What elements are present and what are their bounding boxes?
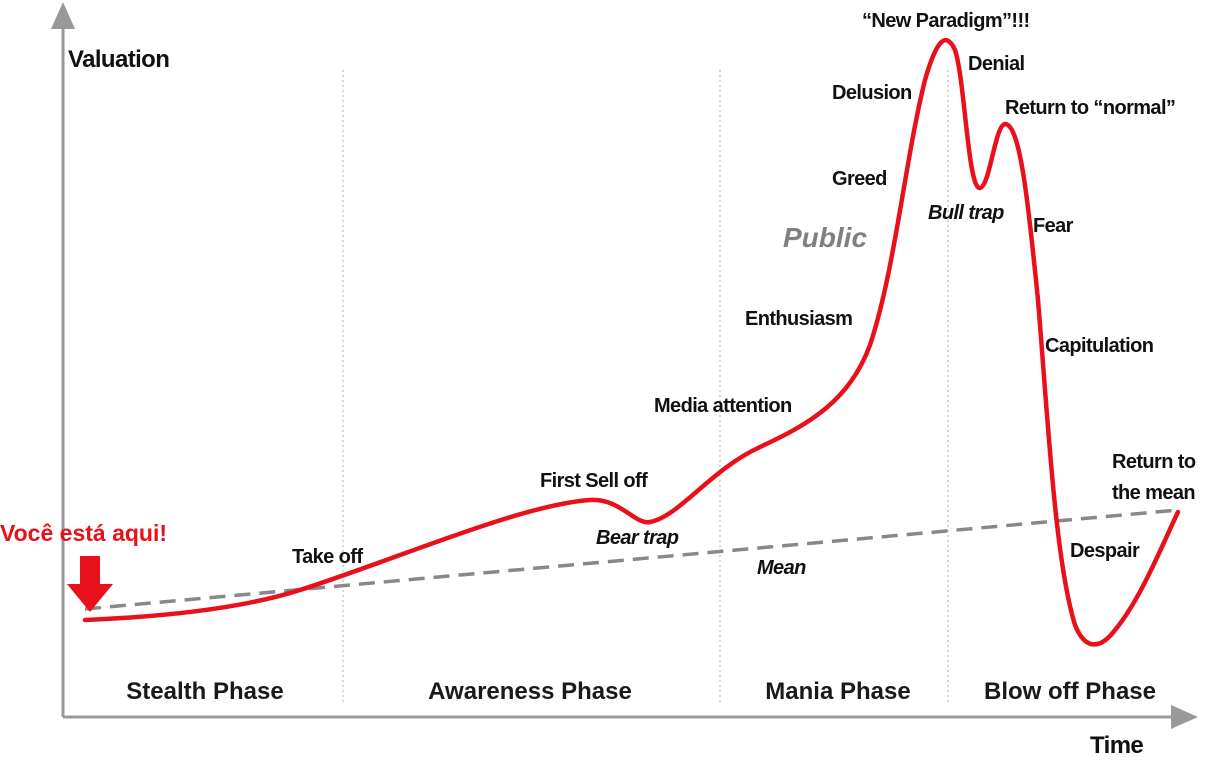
mean-line — [84, 508, 1179, 611]
here-label: Você está aqui! — [0, 520, 167, 546]
y-axis-label: Valuation — [68, 46, 169, 73]
curve-label: Delusion — [832, 82, 912, 104]
phase-label: Stealth Phase — [126, 678, 283, 705]
public-label: Public — [783, 222, 867, 253]
curve-label: Capitulation — [1045, 335, 1153, 357]
curve-label: Take off — [292, 546, 363, 568]
here-arrow — [67, 556, 113, 612]
phase-separators — [342, 70, 949, 705]
curve-label: Denial — [968, 53, 1024, 75]
mean-label: Mean — [757, 557, 806, 579]
curve-label: Enthusiasm — [745, 308, 852, 330]
curve-label: Bull trap — [928, 202, 1004, 224]
phase-label: Blow off Phase — [984, 678, 1156, 705]
x-axis-label: Time — [1090, 732, 1143, 759]
curve-label: Fear — [1033, 215, 1074, 237]
phase-label: Mania Phase — [765, 678, 910, 705]
curve-label: Media attention — [654, 395, 792, 417]
curve-label: the mean — [1112, 482, 1195, 504]
phase-label: Awareness Phase — [428, 678, 632, 705]
curve-label: Return to — [1112, 451, 1196, 473]
curve-label: “New Paradigm”!!! — [862, 10, 1030, 32]
curve-label: Bear trap — [596, 527, 679, 549]
cycle-curve — [82, 37, 1181, 647]
curve-label: Return to “normal” — [1005, 97, 1175, 119]
curve-label: First Sell off — [540, 470, 648, 492]
curve-label: Greed — [832, 168, 887, 190]
curve-label: Despair — [1070, 540, 1140, 562]
